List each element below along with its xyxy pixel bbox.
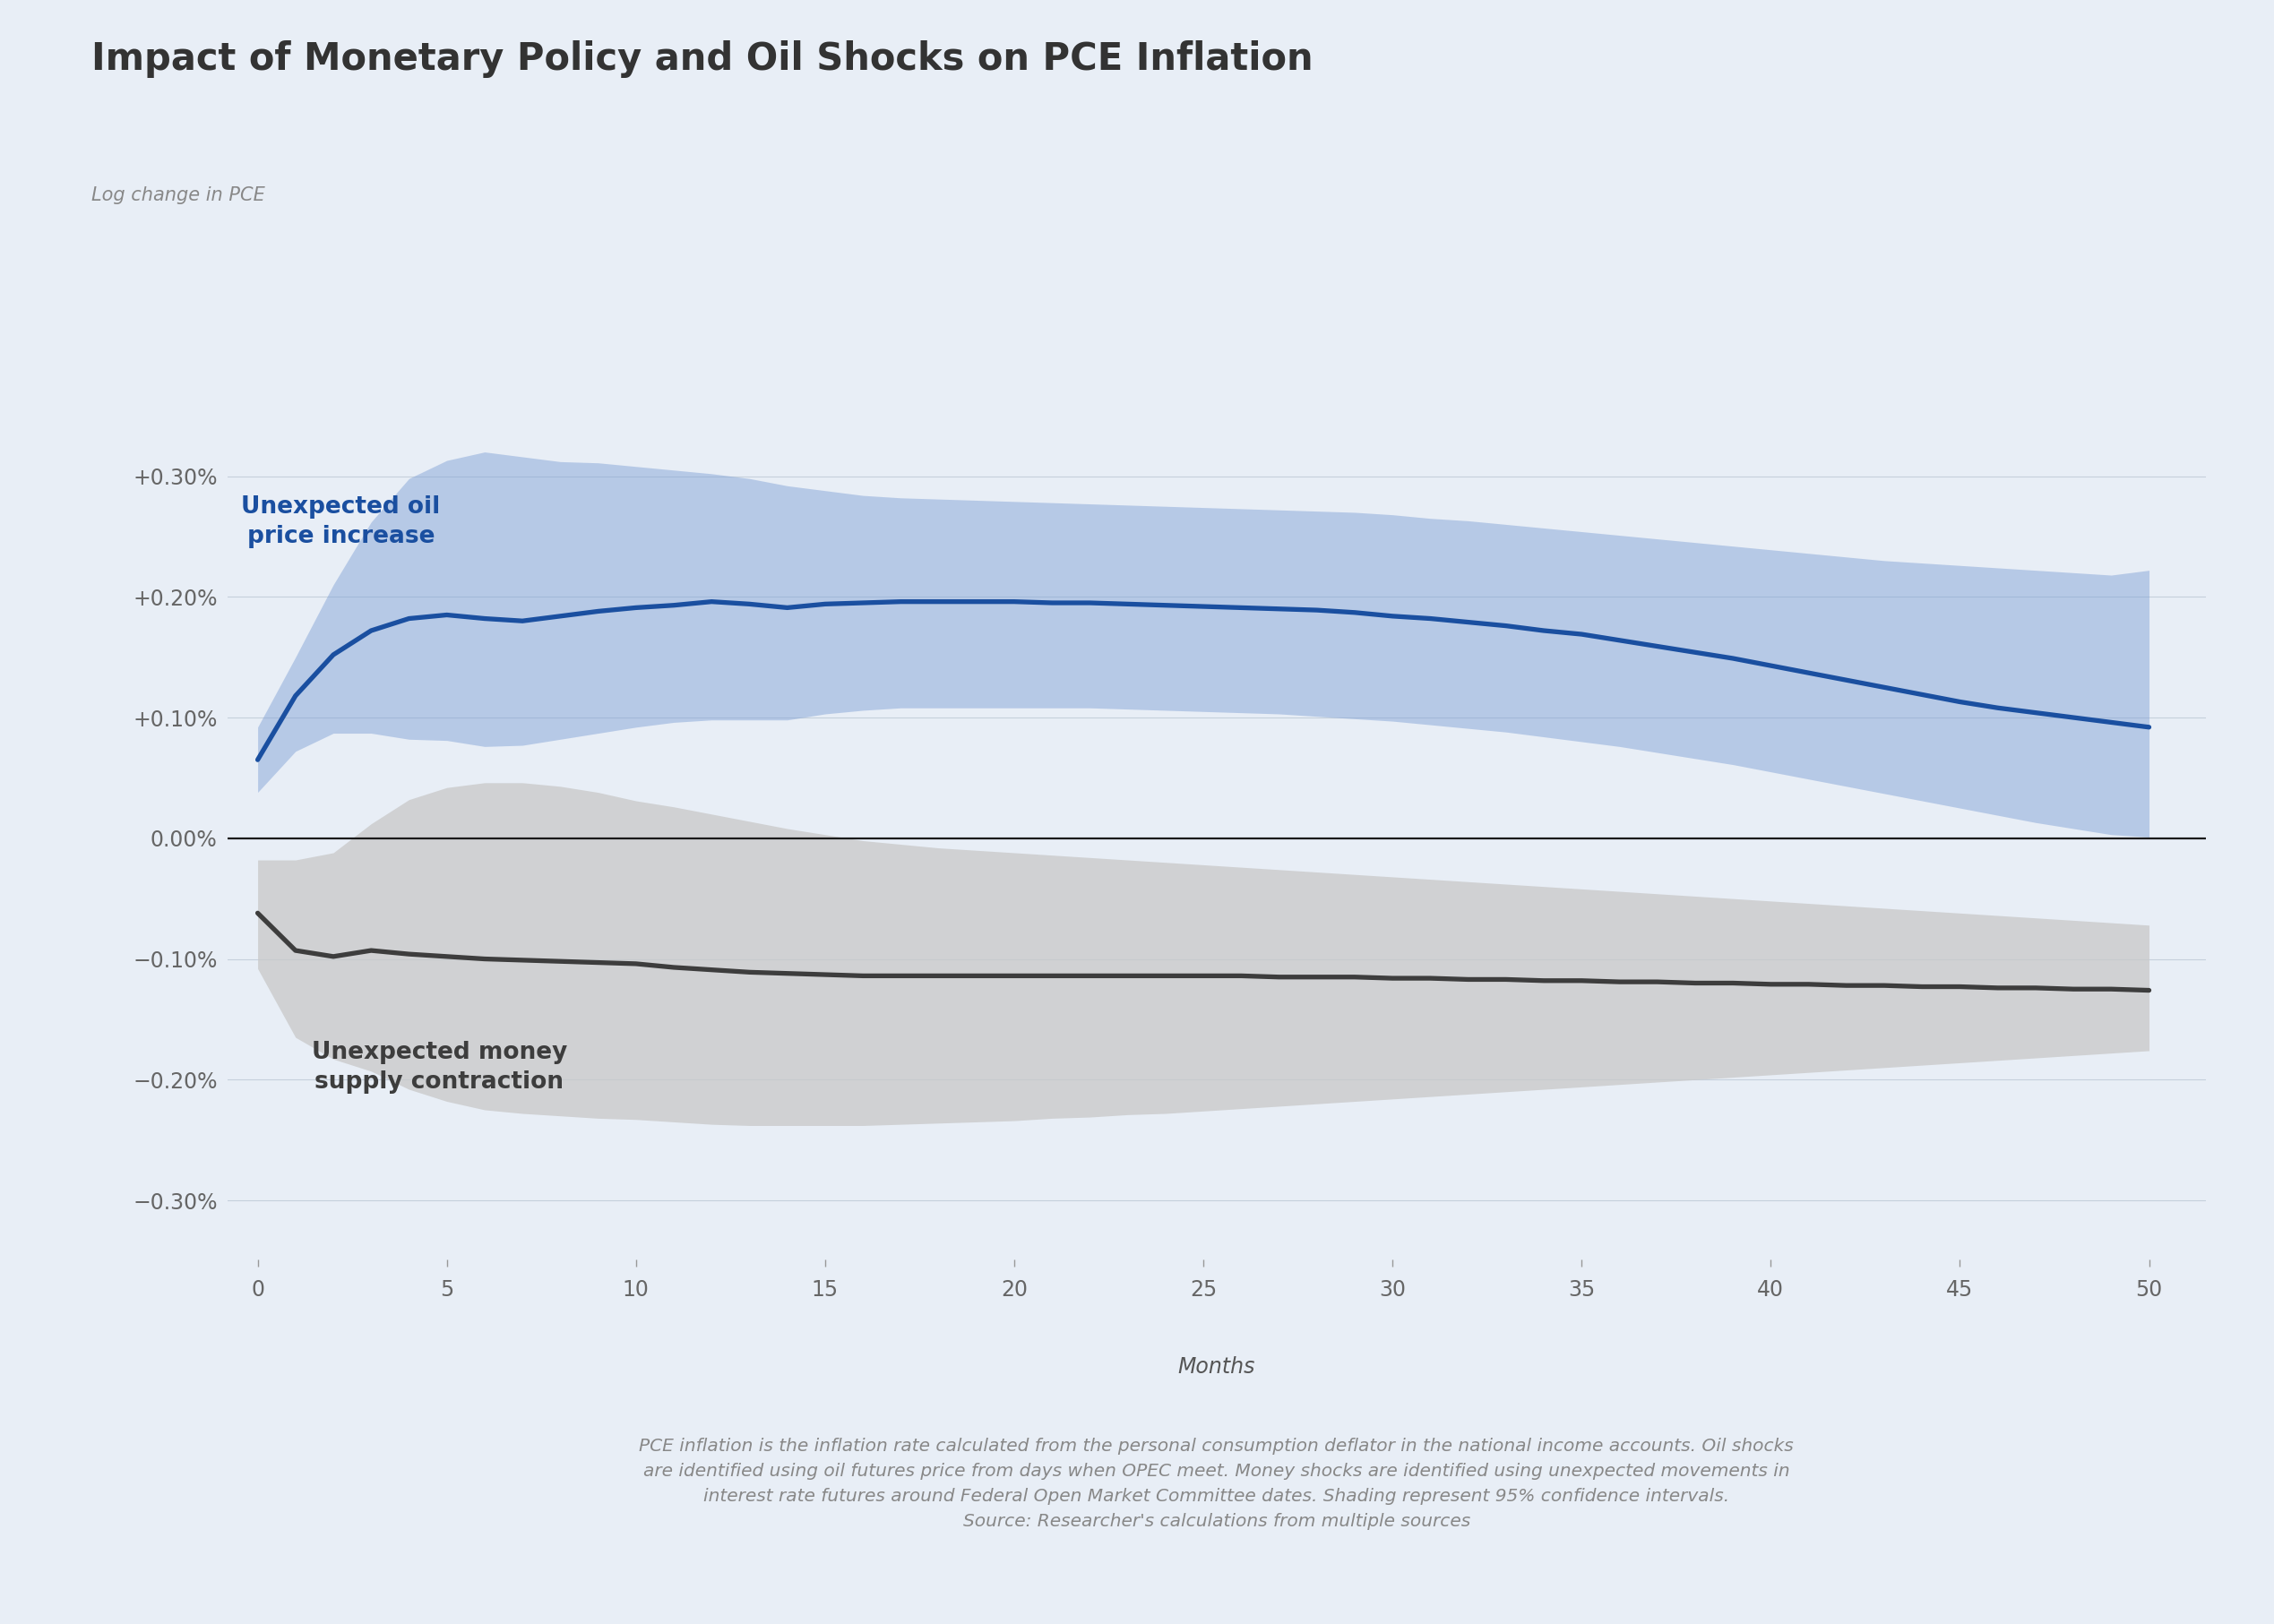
Text: Months: Months — [1178, 1356, 1255, 1377]
Text: Impact of Monetary Policy and Oil Shocks on PCE Inflation: Impact of Monetary Policy and Oil Shocks… — [91, 41, 1312, 78]
Text: Unexpected money
supply contraction: Unexpected money supply contraction — [312, 1041, 566, 1095]
Text: PCE inflation is the inflation rate calculated from the personal consumption def: PCE inflation is the inflation rate calc… — [639, 1437, 1794, 1530]
Text: Unexpected oil
price increase: Unexpected oil price increase — [241, 495, 441, 549]
Text: Log change in PCE: Log change in PCE — [91, 187, 264, 205]
